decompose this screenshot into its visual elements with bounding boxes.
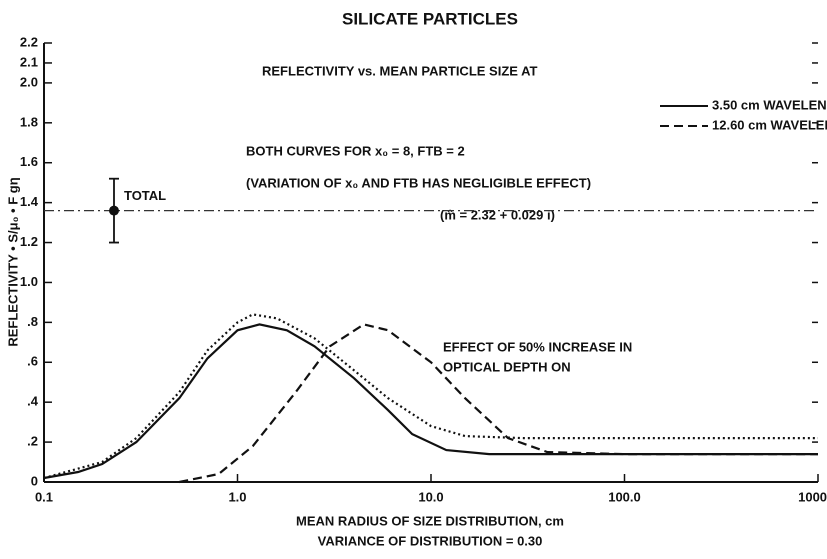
- y-tick-label: 1.4: [20, 194, 39, 209]
- y-tick-label: 1.6: [20, 154, 38, 169]
- series-line: [43, 323, 818, 480]
- point-label: TOTAL: [124, 188, 166, 203]
- annotation: BOTH CURVES FOR x₀ = 8, FTB = 2: [246, 143, 465, 158]
- y-tick-label: 1.0: [20, 274, 38, 289]
- legend-label: 12.60 cm WAVELENGTH: [712, 117, 827, 132]
- x-tick-label: 100.0: [608, 489, 641, 504]
- y-tick-label: .2: [27, 434, 38, 449]
- annotation: (m̂ = 2.32 + 0.029 i): [440, 207, 555, 222]
- y-axis-label: REFLECTIVITY • S/μ₀ • F gη: [5, 177, 20, 346]
- series-line: [179, 323, 818, 484]
- point: [108, 205, 119, 216]
- annotation: OPTICAL DEPTH ON: [443, 359, 571, 374]
- series-line: [43, 313, 818, 480]
- y-tick-label: 2.1: [20, 54, 38, 69]
- x-tick-label: 10.0: [418, 489, 443, 504]
- x-tick-label: 0.1: [35, 489, 53, 504]
- y-tick-label: 2.0: [20, 74, 38, 89]
- x-axis-sublabel: VARIANCE OF DISTRIBUTION = 0.30: [318, 533, 543, 548]
- y-tick-label: 0: [31, 473, 38, 488]
- y-tick-label: .6: [27, 354, 38, 369]
- y-tick-label: .4: [27, 394, 39, 409]
- legend-heading: REFLECTIVITY vs. MEAN PARTICLE SIZE AT: [262, 63, 537, 78]
- x-axis-label: MEAN RADIUS OF SIZE DISTRIBUTION, cm: [296, 513, 564, 528]
- y-tick-label: 1.2: [20, 234, 38, 249]
- chart-title: SILICATE PARTICLES: [342, 9, 518, 28]
- annotation: EFFECT OF 50% INCREASE IN: [443, 339, 632, 354]
- annotation: (VARIATION OF x₀ AND FTB HAS NEGLIGIBLE …: [246, 175, 591, 190]
- x-tick-label: 1000.0: [798, 489, 827, 504]
- y-tick-label: 2.2: [20, 34, 38, 49]
- y-tick-label: 1.8: [20, 114, 38, 129]
- y-tick-label: .8: [27, 314, 38, 329]
- x-tick-label: 1.0: [228, 489, 246, 504]
- legend-label: 3.50 cm WAVELENGTH: [712, 97, 827, 112]
